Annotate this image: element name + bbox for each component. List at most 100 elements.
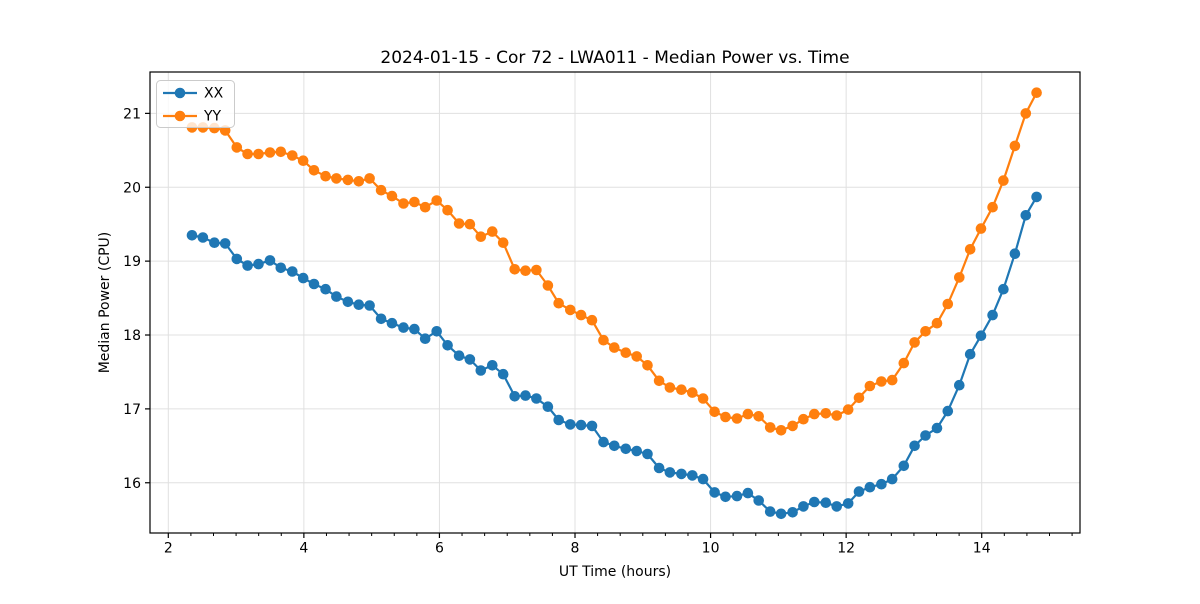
series-yy-marker: [731, 413, 743, 424]
series-xx-marker: [631, 445, 642, 457]
series-xx-marker: [609, 440, 620, 452]
series-yy-marker: [442, 204, 453, 216]
series-xx-marker: [475, 365, 487, 376]
series-yy-marker: [431, 195, 443, 206]
series-xx-marker: [287, 266, 298, 277]
series-xx-marker: [331, 291, 342, 302]
series-xx-marker: [553, 414, 564, 426]
series-yy-marker: [509, 264, 520, 275]
series-xx-marker: [687, 470, 698, 481]
series-yy-marker: [898, 357, 910, 369]
series-xx-marker: [542, 401, 554, 413]
series-yy-marker: [820, 408, 832, 419]
series-yy-marker: [342, 174, 354, 186]
series-xx-marker: [264, 255, 276, 266]
series-yy-marker: [753, 411, 764, 422]
series-xx-marker: [253, 258, 264, 270]
series-xx-marker: [787, 507, 798, 518]
y-axis-label: Median Power (CPU): [97, 232, 113, 374]
series-yy-marker: [1020, 108, 1032, 119]
series-yy-marker: [998, 175, 1009, 186]
series-xx-marker: [731, 490, 743, 502]
series-xx-marker: [575, 419, 587, 431]
series-yy-marker: [664, 382, 676, 393]
y-tick-label: 18: [123, 328, 141, 344]
series-yy-marker: [942, 298, 954, 310]
series-yy-marker: [987, 201, 998, 213]
series-xx-marker: [920, 430, 931, 441]
y-tick-label: 16: [123, 476, 141, 492]
series-xx-marker: [342, 296, 354, 308]
legend-item-xx: XX: [163, 86, 224, 102]
series-xx-marker: [853, 486, 865, 497]
legend-marker-xx-icon: [174, 87, 186, 99]
series-yy-marker: [687, 387, 698, 398]
series-xx-marker: [775, 508, 787, 520]
series-yy-marker: [831, 410, 842, 421]
series-xx-marker: [676, 468, 687, 480]
series-xx-marker: [998, 283, 1009, 295]
series-xx-marker: [520, 390, 531, 401]
series-yy-marker: [920, 326, 931, 337]
series-xx-marker: [809, 496, 820, 508]
series-yy-marker: [464, 218, 476, 230]
series-yy-marker: [742, 408, 754, 420]
series-xx-marker: [487, 360, 498, 371]
legend-label-xx: XX: [204, 86, 224, 102]
series-xx-marker: [664, 467, 676, 478]
legend-item-yy: YY: [163, 109, 222, 125]
series-xx-marker: [931, 422, 943, 434]
series-xx-marker: [831, 501, 842, 512]
series-yy-marker: [598, 334, 609, 346]
series-xx-marker: [353, 299, 365, 311]
x-tick-label: 10: [702, 541, 720, 557]
series-yy-marker: [308, 165, 320, 176]
x-tick-label: 2: [164, 541, 173, 557]
y-tick-label: 17: [123, 402, 141, 418]
series-yy-marker: [1009, 140, 1021, 152]
series-xx-marker: [886, 473, 898, 485]
series-xx-marker: [1020, 210, 1032, 221]
series-yy-marker: [253, 148, 264, 160]
series-xx-marker: [419, 333, 431, 345]
series-yy-marker: [642, 360, 653, 371]
series-xx-marker: [642, 448, 653, 460]
series-xx-marker: [431, 326, 443, 337]
series-xx-marker: [987, 309, 998, 321]
series-yy-marker: [787, 420, 798, 432]
series-yy-marker: [709, 406, 720, 418]
series-yy-marker: [876, 376, 887, 387]
series-xx-marker: [742, 487, 754, 499]
series-yy-marker: [453, 218, 465, 229]
series-xx-marker: [442, 340, 453, 351]
series-xx-marker: [464, 354, 476, 365]
series-yy-marker: [853, 392, 865, 404]
series-yy-marker: [297, 155, 309, 166]
series-xx-marker: [509, 391, 520, 402]
series-xx-marker: [864, 481, 876, 493]
series-xx-marker: [653, 462, 665, 474]
series-xx-marker: [497, 368, 509, 380]
series-xx-marker: [620, 443, 632, 455]
series-xx-marker: [598, 436, 609, 448]
series-xx-marker: [242, 260, 253, 271]
series-yy-marker: [375, 184, 387, 196]
series-yy-marker: [1031, 87, 1042, 98]
series-yy-marker: [242, 148, 253, 160]
series-xx-marker: [586, 420, 598, 432]
series-xx-marker: [297, 272, 309, 284]
series-xx-marker: [720, 491, 731, 503]
series-xx-marker: [197, 232, 209, 243]
series-yy-marker: [487, 226, 498, 237]
grid-layer: [150, 72, 1080, 533]
series-yy-marker: [364, 173, 375, 184]
series-yy-marker: [909, 337, 920, 348]
series-yy-marker: [542, 280, 554, 291]
legend-marker-yy-icon: [174, 110, 186, 122]
plot-frame: [149, 71, 1081, 534]
series-yy-marker: [553, 297, 564, 309]
legend-label-yy: YY: [203, 109, 222, 125]
series-yy-marker: [975, 223, 987, 234]
